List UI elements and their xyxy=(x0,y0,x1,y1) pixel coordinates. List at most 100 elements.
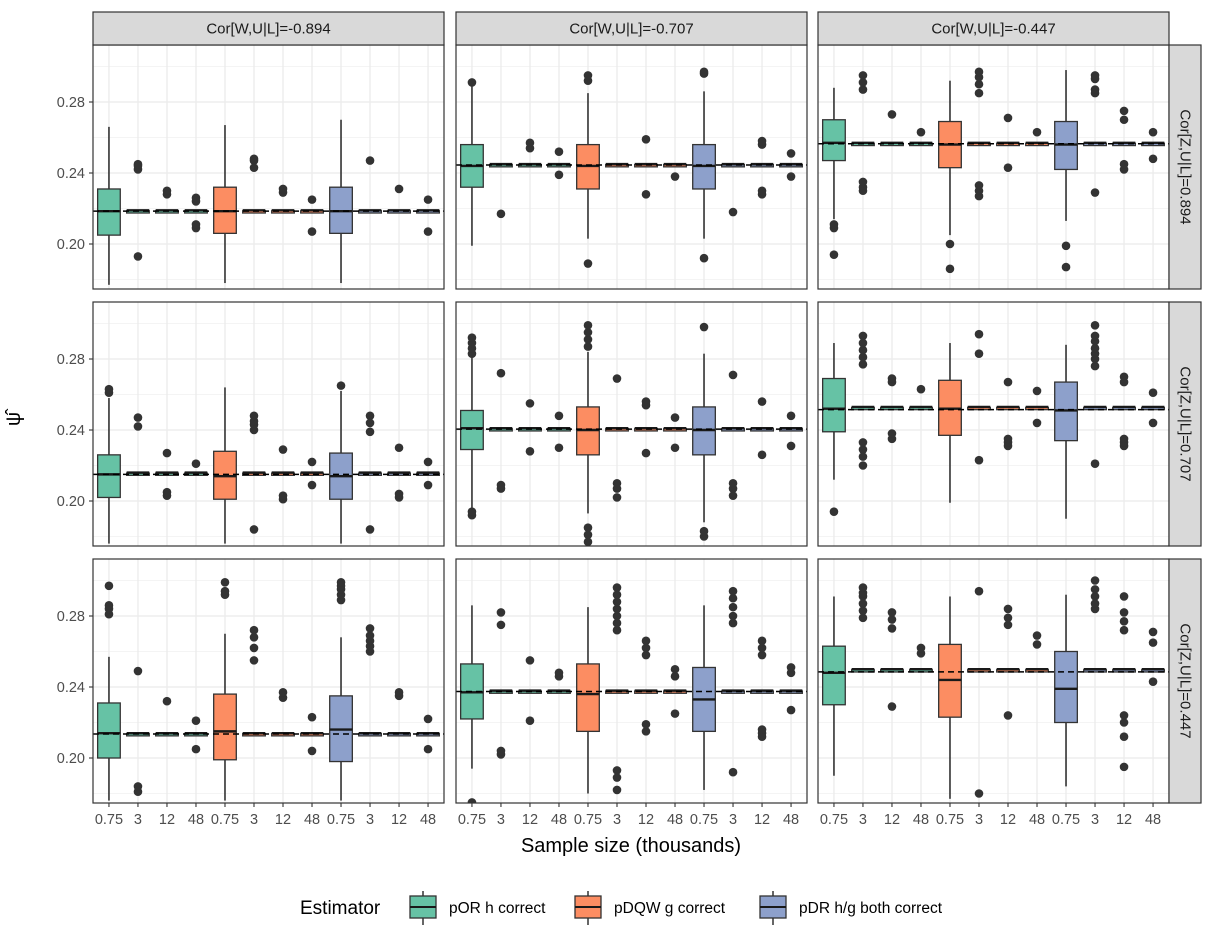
outlier-point xyxy=(583,530,593,540)
outlier-point xyxy=(133,422,143,431)
plot-area xyxy=(93,119,444,285)
outlier-point xyxy=(699,322,709,332)
outlier-point xyxy=(1119,732,1129,741)
outlier-point xyxy=(1003,434,1013,444)
x-tick-label: 48 xyxy=(1029,812,1045,828)
outlier-point xyxy=(757,397,767,406)
outlier-point xyxy=(583,342,593,351)
boxplot-pdr-48 xyxy=(1141,627,1166,686)
outlier-point xyxy=(220,577,230,587)
facet-panel xyxy=(455,44,808,290)
boxplot-pdqw-48 xyxy=(663,413,687,453)
outlier-point xyxy=(670,172,680,181)
outlier-point xyxy=(858,438,868,447)
x-tick-label: 48 xyxy=(783,812,799,828)
column-strip-label: Cor[W,U|L]=-0.894 xyxy=(206,21,330,38)
outlier-point xyxy=(162,487,172,497)
outlier-point xyxy=(1119,115,1129,125)
outlier-point xyxy=(249,163,259,172)
outlier-point xyxy=(365,418,375,428)
panel-border xyxy=(455,301,808,547)
outlier-point xyxy=(423,227,433,236)
outlier-point xyxy=(336,381,346,390)
x-tick-label: 3 xyxy=(975,812,983,828)
outlier-point xyxy=(191,193,201,203)
boxplot-pdqw-12 xyxy=(996,377,1020,451)
outlier-point xyxy=(728,618,738,628)
outlier-point xyxy=(974,79,984,89)
outlier-point xyxy=(728,593,738,603)
boxplot-pdqw-0.75 xyxy=(213,577,237,801)
boxplot-pdr-12 xyxy=(387,688,412,737)
outlier-point xyxy=(757,643,767,653)
column-strip-label: Cor[W,U|L]=-0.707 xyxy=(569,21,693,38)
boxplot-pdr-48 xyxy=(1141,388,1166,428)
panel-background xyxy=(456,302,807,546)
outlier-point xyxy=(496,209,506,219)
boxplot-pdqw-0.75 xyxy=(576,607,600,794)
outlier-point xyxy=(612,773,622,782)
x-tick-label: 3 xyxy=(1091,812,1099,828)
outlier-point xyxy=(554,668,564,678)
legend-label: pOR h correct xyxy=(449,900,546,917)
outlier-point xyxy=(1119,608,1129,617)
y-tick-label: 0.24 xyxy=(57,680,85,696)
column-strip-label: Cor[W,U|L]=-0.447 xyxy=(931,21,1055,38)
boxplot-pdr-0.75 xyxy=(329,119,353,284)
outlier-point xyxy=(858,71,868,80)
outlier-point xyxy=(1148,627,1158,637)
outlier-point xyxy=(887,110,897,119)
outlier-point xyxy=(612,590,622,599)
outlier-point xyxy=(974,455,984,465)
outlier-point xyxy=(1119,592,1129,601)
x-tick-label: 0.75 xyxy=(936,812,964,828)
boxplot-pdr-0.75 xyxy=(1054,344,1078,519)
boxplot-pdqw-48 xyxy=(300,712,324,756)
row-strip-label: Cor[Z,U|L]=0.894 xyxy=(1177,109,1194,224)
outlier-point xyxy=(496,746,506,756)
outlier-point xyxy=(974,789,984,798)
outlier-point xyxy=(887,624,897,633)
strip-background xyxy=(92,11,445,46)
plot-area xyxy=(818,320,1169,519)
x-tick-label: 0.75 xyxy=(327,812,355,828)
outlier-point xyxy=(525,447,535,456)
outlier-point xyxy=(858,177,868,187)
panel-background xyxy=(456,559,807,803)
outlier-point xyxy=(1148,154,1158,164)
facet-panel xyxy=(817,558,1170,804)
outlier-point xyxy=(278,491,288,500)
x-tick-label: 3 xyxy=(613,812,621,828)
x-tick-label: 48 xyxy=(667,812,683,828)
outlier-point xyxy=(829,220,839,229)
outlier-point xyxy=(133,782,143,791)
outlier-point xyxy=(496,368,506,378)
outlier-point xyxy=(786,149,796,158)
x-tick-label: 48 xyxy=(420,812,436,828)
boxplot-pdqw-0.75 xyxy=(213,387,237,544)
outlier-point xyxy=(974,67,984,77)
outlier-point xyxy=(641,134,651,144)
outlier-point xyxy=(641,397,651,406)
x-tick-label: 3 xyxy=(250,812,258,828)
x-tick-label: 3 xyxy=(859,812,867,828)
outlier-point xyxy=(525,138,535,148)
outlier-point xyxy=(887,429,897,438)
outlier-point xyxy=(191,744,201,754)
boxplot-por-12 xyxy=(880,374,904,444)
outlier-point xyxy=(133,252,143,261)
outlier-point xyxy=(858,338,868,348)
outlier-point xyxy=(858,345,868,355)
x-tick-label: 12 xyxy=(275,812,291,828)
outlier-point xyxy=(612,478,622,488)
y-tick-label: 0.24 xyxy=(57,423,85,439)
outlier-point xyxy=(757,636,767,646)
outlier-point xyxy=(336,577,346,587)
facet-panel xyxy=(92,301,445,547)
outlier-point xyxy=(728,370,738,380)
outlier-point xyxy=(641,190,651,199)
outlier-point xyxy=(1090,331,1100,341)
outlier-point xyxy=(365,156,375,165)
boxplot-pdqw-3 xyxy=(242,411,266,534)
